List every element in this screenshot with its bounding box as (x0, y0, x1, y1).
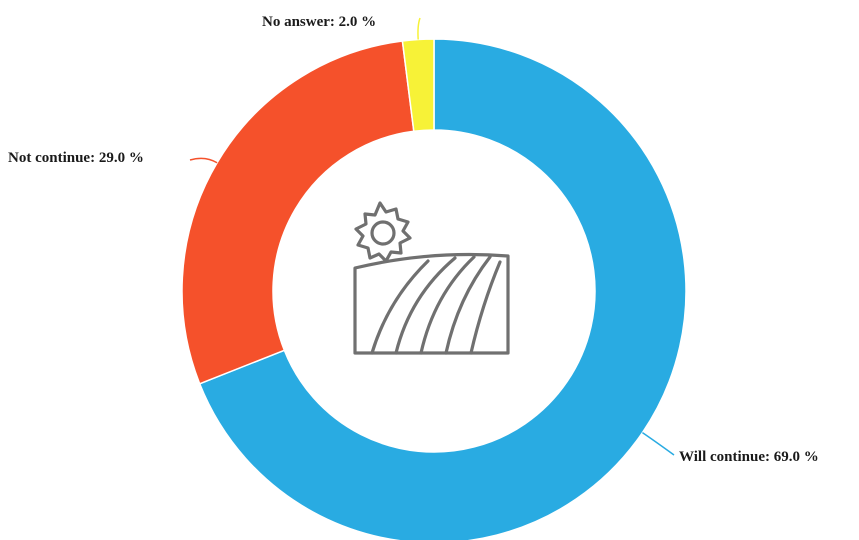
leader-no-answer (417, 17, 421, 40)
slice-label-will-continue: Will continue: 69.0 % (679, 449, 819, 465)
slice-will-continue (198, 38, 687, 540)
slice-label-no-answer: No answer: 2.0 % (262, 14, 376, 30)
leader-not-continue (189, 157, 218, 164)
leader-will-continue (642, 432, 675, 456)
label-leader-lines (189, 17, 675, 456)
chart-slices (181, 38, 687, 540)
slice-not-continue (181, 40, 415, 385)
slice-no-answer (401, 38, 435, 133)
farm-field-sun-icon (353, 201, 510, 355)
slice-label-not-continue: Not continue: 29.0 % (8, 150, 144, 166)
